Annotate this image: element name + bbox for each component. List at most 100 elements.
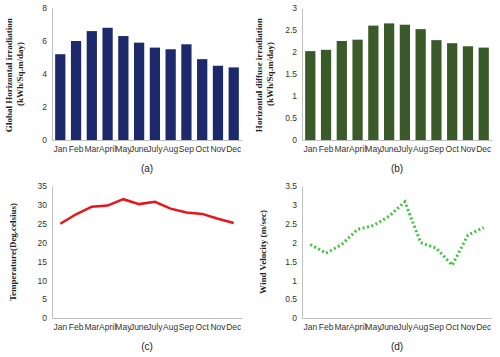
y-tick: 0 <box>292 313 302 323</box>
x-tick-label: Oct <box>446 144 460 154</box>
marks <box>310 202 483 265</box>
bar <box>166 49 176 140</box>
x-axis: JanFebMarAprilMayJuneJulyAugSepOctNovDec <box>53 318 243 332</box>
x-tick: Jan <box>53 140 67 154</box>
y-tick: 1.5 <box>285 257 302 267</box>
bar <box>431 40 441 140</box>
bar <box>337 41 347 140</box>
figure: JanFebMarAprilMayJuneJulyAugSepOctNovDec… <box>0 0 500 357</box>
y-tick: 0.5 <box>285 294 302 304</box>
x-tick-label: June <box>380 144 399 154</box>
x-tick-label: Dec <box>476 322 492 332</box>
y-tick-label: 25 <box>38 219 48 229</box>
x-tick: Dec <box>476 318 492 332</box>
x-tick-label: Dec <box>226 322 242 332</box>
bar <box>479 48 489 140</box>
x-tick: June <box>130 140 149 154</box>
x-axis: JanFebMarAprilMayJuneJulyAugSepOctNovDec <box>303 318 493 332</box>
y-tick: 15 <box>38 257 52 267</box>
x-tick: Nov <box>460 140 476 154</box>
bar <box>416 29 426 140</box>
bar <box>197 59 207 140</box>
panel-label: (c) <box>141 341 153 352</box>
x-tick-label: July <box>397 144 413 154</box>
x-tick-label: July <box>147 144 163 154</box>
y-tick: 8 <box>42 3 52 13</box>
bar <box>229 67 239 140</box>
y-axis: 02468 <box>42 3 52 145</box>
bar <box>181 44 191 140</box>
x-tick: Feb <box>69 318 84 332</box>
y-tick: 0.5 <box>285 113 302 123</box>
bar <box>447 43 457 140</box>
y-tick: 3.5 <box>285 181 302 191</box>
x-tick: Feb <box>319 318 334 332</box>
bar <box>352 40 362 140</box>
x-tick-label: Nov <box>460 144 476 154</box>
y-tick: 1 <box>292 91 302 101</box>
y-tick: 1 <box>292 276 302 286</box>
x-tick-label: Sep <box>429 322 444 332</box>
bar <box>400 25 410 140</box>
y-tick: 6 <box>42 36 52 46</box>
panel: JanFebMarAprilMayJuneJulyAugSepOctNovDec… <box>258 181 493 352</box>
y-axis-title: Temperature(Deg.celsius) <box>8 203 18 301</box>
bar <box>118 36 128 140</box>
x-tick: Aug <box>413 318 428 332</box>
x-axis-line <box>53 140 243 141</box>
y-tick: 30 <box>38 200 52 210</box>
y-tick: 3 <box>292 200 302 210</box>
x-tick-label: Sep <box>179 322 194 332</box>
y-tick: 2 <box>42 102 52 112</box>
x-tick: Mar <box>334 140 349 154</box>
x-tick-label: April <box>349 322 366 332</box>
x-tick-label: June <box>380 322 399 332</box>
x-tick: Jan <box>303 318 317 332</box>
x-tick-label: July <box>147 322 163 332</box>
y-tick-label: 2.5 <box>285 219 297 229</box>
y-tick: 2.5 <box>285 219 302 229</box>
x-tick: April <box>99 318 116 332</box>
x-tick-label: Aug <box>163 144 178 154</box>
bar <box>213 66 223 140</box>
x-axis-line <box>303 318 493 319</box>
bar <box>305 51 315 140</box>
x-tick-label: Jan <box>53 322 67 332</box>
line <box>310 202 483 265</box>
y-tick-label: 1 <box>292 276 297 286</box>
y-tick: 0 <box>42 313 52 323</box>
x-tick-label: Sep <box>429 144 444 154</box>
x-tick-label: Mar <box>334 322 349 332</box>
x-tick: Sep <box>429 140 444 154</box>
bar <box>87 31 97 140</box>
x-tick-label: June <box>130 144 149 154</box>
x-tick-label: Oct <box>446 322 460 332</box>
y-tick-label: 1 <box>292 91 297 101</box>
x-tick-label: Mar <box>334 144 349 154</box>
x-tick: Mar <box>84 318 99 332</box>
x-tick: July <box>397 318 413 332</box>
y-tick-label: 0 <box>292 135 297 145</box>
x-tick: June <box>380 318 399 332</box>
bar <box>150 48 160 140</box>
x-tick: July <box>397 140 413 154</box>
x-tick-label: April <box>99 144 116 154</box>
bar <box>102 28 112 140</box>
y-tick-label: 0 <box>42 313 47 323</box>
y-tick: 3 <box>292 3 302 13</box>
y-axis: 00.511.522.53 <box>285 3 302 145</box>
y-axis-title: Global Horizontal irradiation (kWh/Sq.m/… <box>4 16 25 132</box>
x-tick: Oct <box>446 318 460 332</box>
line <box>60 199 233 224</box>
x-tick: Sep <box>179 140 194 154</box>
x-tick-label: April <box>349 144 366 154</box>
x-tick: Feb <box>319 140 334 154</box>
y-tick: 25 <box>38 219 52 229</box>
x-tick: Sep <box>179 318 194 332</box>
x-tick-label: Aug <box>163 322 178 332</box>
panel-label: (d) <box>391 341 403 352</box>
x-tick: Mar <box>84 140 99 154</box>
y-tick: 20 <box>38 238 52 248</box>
y-tick-label: 2 <box>42 102 47 112</box>
x-axis: JanFebMarAprilMayJuneJulyAugSepOctNovDec <box>303 140 493 154</box>
